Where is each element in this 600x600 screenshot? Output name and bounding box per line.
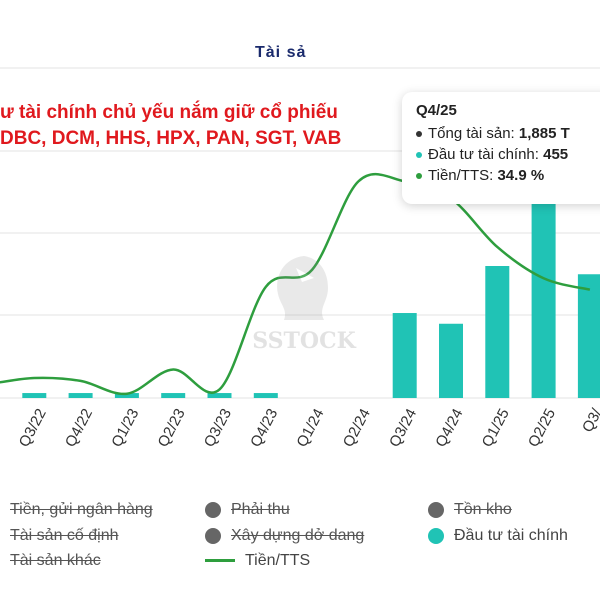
tooltip: Q4/25 Tổng tài sản: 1,885 T Đầu tư tài c…	[402, 92, 600, 204]
x-tick-label: Q2/23	[155, 406, 189, 450]
legend-line-icon	[205, 559, 235, 563]
tooltip-title: Q4/25	[416, 102, 457, 119]
legend-label: Xây dựng dở dang	[231, 527, 365, 544]
bar-Q1/25	[485, 266, 510, 398]
legend-label: Đầu tư tài chính	[454, 527, 568, 544]
legend-item-fixed-assets[interactable]: Tài sản cố định	[10, 524, 119, 548]
legend-label: Tồn kho	[454, 501, 512, 518]
tooltip-row-total-assets: Tổng tài sản: 1,885 T	[416, 123, 600, 144]
series-line-tien-tts	[0, 172, 591, 396]
legend-label: Tài sản khác	[10, 552, 101, 569]
tooltip-value: 455	[543, 146, 569, 163]
bar-Q4/22	[68, 393, 93, 398]
bullet-icon	[416, 173, 422, 180]
annotation: ư tài chính chủ yếu nắm giữ cổ phiếu DBC…	[0, 100, 341, 152]
x-tick-label: Q3/22	[16, 406, 50, 450]
legend-item-inventory[interactable]: Tồn kho	[428, 498, 512, 522]
legend-label: Phải thu	[231, 501, 290, 518]
tooltip-value: 1,885 T	[518, 125, 570, 142]
chart-title-fragment: Tài sả	[255, 44, 307, 58]
bar-Q1/23	[114, 393, 139, 398]
bar-Q3/25	[577, 274, 600, 398]
x-tick-label: Q4/24	[432, 406, 466, 450]
x-tick-label: Q3/	[579, 405, 600, 435]
watermark-text: SSTOCK	[252, 328, 356, 354]
bar-Q4/23	[253, 393, 278, 398]
legend-item-construction-in-progress[interactable]: Xây dựng dở dang	[205, 524, 364, 548]
bar-Q3/23	[207, 393, 232, 398]
bar-Q3/22	[22, 393, 47, 398]
x-tick-label: Q4/22	[62, 406, 96, 450]
legend: Tiền, gửi ngân hàng Phải thu Tồn kho Tài…	[0, 494, 600, 594]
watermark-logo: SSTOCK	[252, 256, 357, 354]
legend-dot-icon	[205, 527, 221, 544]
legend-dot-icon	[428, 527, 444, 544]
tooltip-label: Tổng tài sản:	[428, 125, 519, 142]
x-tick-label: Q2/24	[340, 406, 374, 450]
x-tick-label: Q1/23	[108, 406, 142, 450]
legend-dot-icon	[428, 501, 444, 518]
tooltip-label: Đầu tư tài chính:	[428, 146, 544, 163]
legend-item-financial-investment[interactable]: Đầu tư tài chính	[428, 524, 568, 548]
x-tick-label: Q3/24	[386, 406, 420, 450]
annotation-line-2: DBC, DCM, HHS, HPX, PAN, SGT, VAB	[0, 128, 342, 149]
legend-item-cash-deposits[interactable]: Tiền, gửi ngân hàng	[10, 498, 153, 522]
legend-item-cash-ratio[interactable]: Tiền/TTS	[205, 549, 310, 573]
legend-item-receivables[interactable]: Phải thu	[205, 498, 290, 522]
x-tick-label: Q4/23	[247, 406, 281, 450]
bullet-icon	[416, 152, 422, 159]
x-tick-label: Q1/24	[293, 406, 327, 450]
x-tick-label: 2/22	[0, 406, 4, 440]
tooltip-row-financial-investment: Đầu tư tài chính: 455	[416, 144, 600, 165]
tooltip-label: Tiền/TTS:	[428, 167, 498, 184]
x-tick-label: Q1/25	[479, 406, 513, 450]
bar-Q3/24	[392, 313, 417, 398]
legend-item-other-assets[interactable]: Tài sản khác	[10, 549, 101, 573]
legend-label: Tiền, gửi ngân hàng	[10, 501, 153, 518]
bar-Q2/25	[531, 195, 556, 398]
annotation-line-1: ư tài chính chủ yếu nắm giữ cổ phiếu	[0, 102, 338, 123]
bar-Q2/23	[161, 393, 186, 398]
tooltip-row-cash-ratio: Tiền/TTS: 34.9 %	[416, 165, 600, 186]
bullet-icon	[416, 131, 422, 138]
x-tick-label: Q3/23	[201, 406, 235, 450]
legend-label: Tài sản cố định	[10, 527, 119, 544]
tooltip-value: 34.9 %	[497, 167, 545, 184]
legend-dot-icon	[205, 501, 221, 518]
bar-Q4/24	[439, 323, 463, 398]
legend-label: Tiền/TTS	[245, 552, 311, 569]
x-tick-label: Q2/25	[525, 406, 559, 450]
